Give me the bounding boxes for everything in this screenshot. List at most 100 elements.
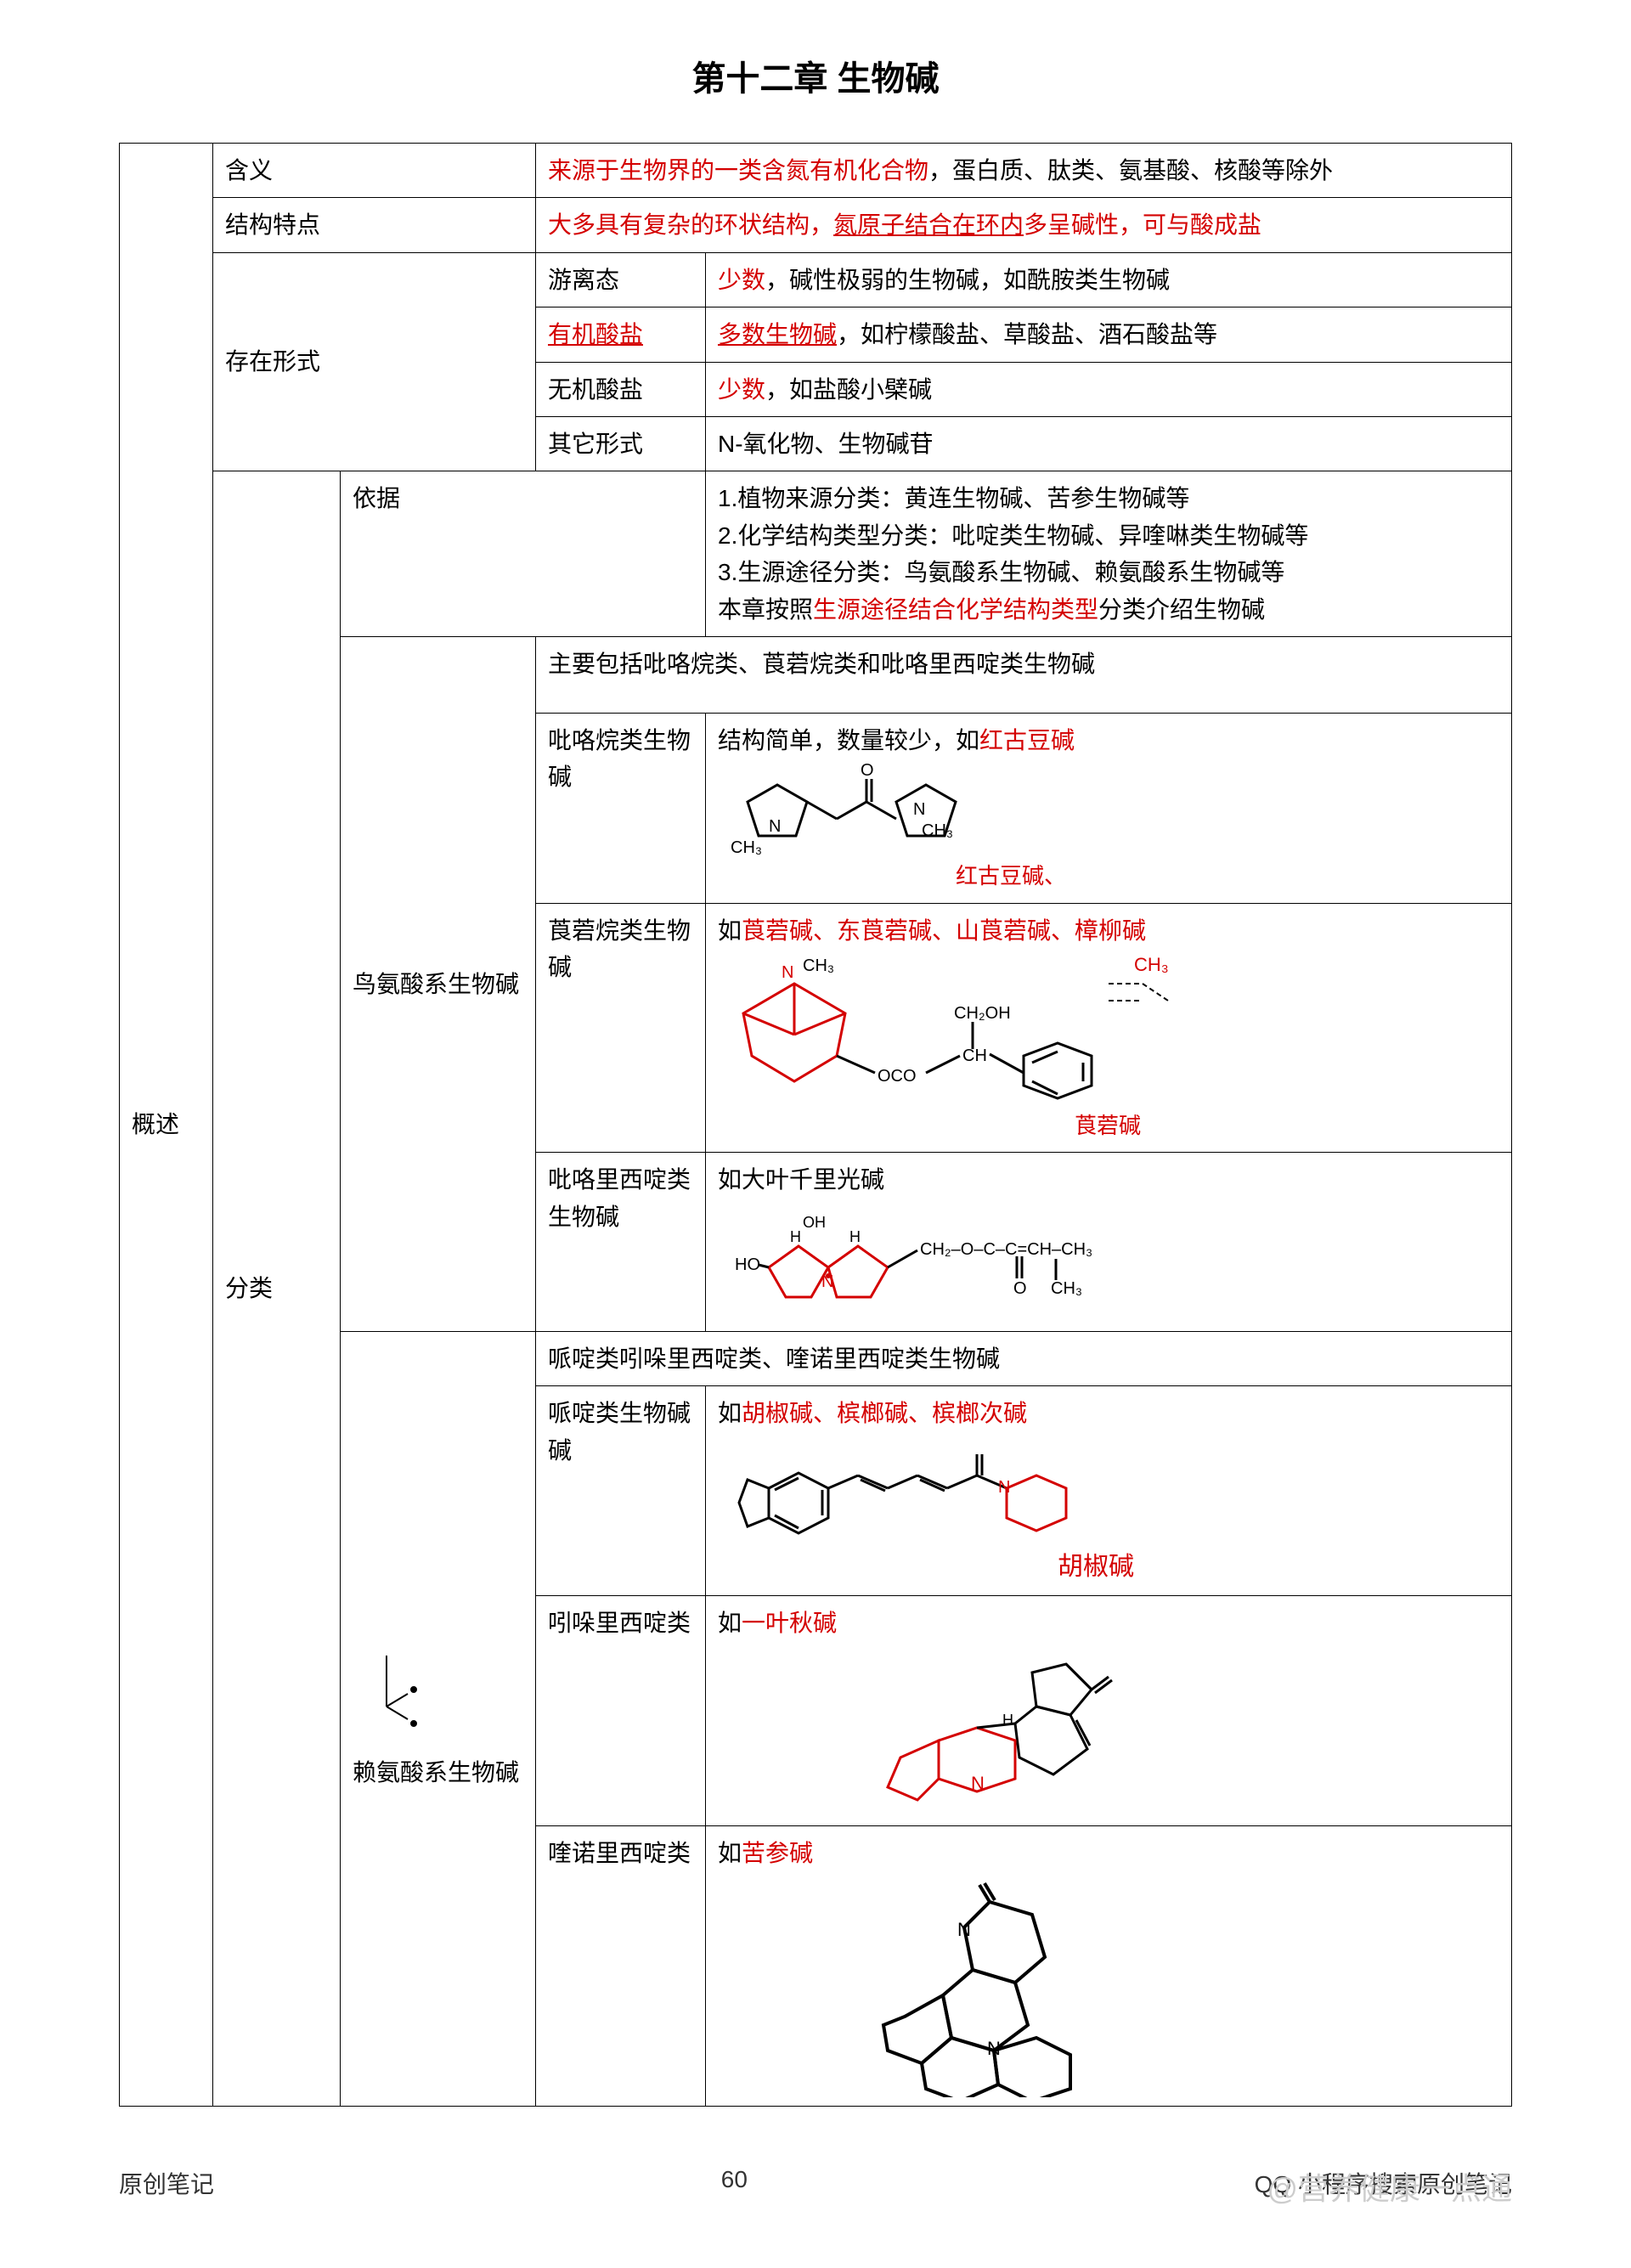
cell-overview-head: 概述 bbox=[120, 144, 213, 2107]
text-red-underline: 多数生物碱 bbox=[718, 321, 837, 347]
text-red: 多呈碱性，可与酸成盐 bbox=[1024, 212, 1261, 238]
cell-meaning-body: 来源于生物界的一类含氮有机化合物，蛋白质、肽类、氨基酸、核酸等除外 bbox=[536, 144, 1512, 198]
content-table: 概述 含义 来源于生物界的一类含氮有机化合物，蛋白质、肽类、氨基酸、核酸等除外 … bbox=[119, 143, 1512, 2107]
svg-text:N: N bbox=[971, 1773, 985, 1794]
svg-text:N: N bbox=[913, 800, 925, 819]
svg-text:H: H bbox=[849, 1228, 861, 1245]
cell-lys-a-body: 如胡椒碱、槟榔碱、槟榔次碱 O O bbox=[706, 1386, 1512, 1596]
cell-exist3b: 少数，如盐酸小檗碱 bbox=[706, 362, 1512, 416]
svg-text:O: O bbox=[1092, 1654, 1105, 1673]
text-red: 大多具有复杂的环状结构， bbox=[548, 212, 833, 238]
footer-right: QQ 小程序搜索原创笔记 bbox=[1255, 2166, 1512, 2200]
svg-text:H: H bbox=[1002, 1712, 1013, 1729]
text: ，如盐酸小檗碱 bbox=[765, 376, 932, 403]
text-red: 苦参碱 bbox=[742, 1840, 813, 1866]
text: ，蛋白质、肽类、氨基酸、核酸等除外 bbox=[928, 157, 1333, 183]
svg-text:OCO: OCO bbox=[878, 1067, 917, 1086]
row-structure: 结构特点 大多具有复杂的环状结构，氮原子结合在环内多呈碱性，可与酸成盐 bbox=[120, 198, 1512, 252]
text-red: 红古豆碱 bbox=[979, 727, 1075, 753]
svg-text:CH₃: CH₃ bbox=[1051, 1279, 1082, 1298]
text-red-underline: 氮原子结合在环内 bbox=[833, 212, 1024, 238]
cell-orn-intro: 主要包括吡咯烷类、莨菪烷类和吡咯里西啶类生物碱 bbox=[536, 636, 1512, 713]
text: 本章按照 bbox=[718, 596, 813, 623]
text-red: 来源于生物界的一类含氮有机化合物 bbox=[548, 157, 928, 183]
svg-text:N: N bbox=[782, 963, 793, 982]
cell-struct-body: 大多具有复杂的环状结构，氮原子结合在环内多呈碱性，可与酸成盐 bbox=[536, 198, 1512, 252]
structure-hujiaojian-icon: O O O bbox=[718, 1437, 1143, 1548]
text: 赖氨酸系生物碱 bbox=[353, 1759, 519, 1786]
page-footer: 原创笔记 60 QQ 小程序搜索原创笔记 bbox=[119, 2166, 1512, 2200]
cell-orn-c-body: 如大叶千里光碱 N HO H H OH bbox=[706, 1153, 1512, 1331]
cell-classify-head: 分类 bbox=[213, 471, 341, 2107]
structure-label: 莨菪碱 bbox=[1075, 1113, 1141, 1138]
svg-text:N: N bbox=[998, 1478, 1010, 1497]
cell-orn-a-head: 吡咯烷类生物碱 bbox=[536, 713, 706, 903]
structure-label: 胡椒碱 bbox=[1058, 1553, 1134, 1581]
text-red-underline: 有机酸盐 bbox=[548, 321, 643, 347]
cell-exist1b: 少数，碱性极弱的生物碱，如酰胺类生物碱 bbox=[706, 252, 1512, 307]
text: 如大叶千里光碱 bbox=[718, 1166, 884, 1193]
cell-orn-b-head: 莨菪烷类生物碱 bbox=[536, 903, 706, 1153]
svg-text:H: H bbox=[790, 1228, 801, 1245]
cell-orn-a-body: 结构简单，数量较少，如红古豆碱 bbox=[706, 713, 1512, 903]
text: 如 bbox=[718, 1400, 742, 1426]
cell-exist3a: 无机酸盐 bbox=[536, 362, 706, 416]
annotation-sketch-icon bbox=[353, 1647, 437, 1749]
text-red: 一叶秋碱 bbox=[742, 1610, 837, 1636]
footer-page-number: 60 bbox=[721, 2166, 748, 2200]
text-red: 生源途径结合化学结构类型 bbox=[813, 596, 1098, 623]
row-basis: 分类 依据 1.植物来源分类：黄连生物碱、苦参生物碱等 2.化学结构类型分类：吡… bbox=[120, 471, 1512, 637]
cell-lys-intro: 哌啶类吲哚里西啶类、喹诺里西啶类生物碱 bbox=[536, 1331, 1512, 1385]
text: 分类介绍生物碱 bbox=[1098, 596, 1265, 623]
cell-exist-head: 存在形式 bbox=[213, 252, 536, 471]
svg-text:N: N bbox=[987, 2038, 1001, 2059]
cell-lys-head: 赖氨酸系生物碱 bbox=[341, 1331, 536, 2106]
cell-basis-head: 依据 bbox=[341, 471, 706, 637]
svg-text:CH₃: CH₃ bbox=[731, 838, 762, 857]
cell-exist2a: 有机酸盐 bbox=[536, 307, 706, 362]
svg-text:CH₂OH: CH₂OH bbox=[954, 1004, 1011, 1023]
svg-text:CH₃: CH₃ bbox=[1134, 954, 1169, 975]
structure-kushenjian-icon: O N N bbox=[837, 1876, 1143, 2097]
structure-yiyeqiujian-icon: O O N H bbox=[837, 1647, 1160, 1817]
cell-lys-a-head: 哌啶类生物碱碱 bbox=[536, 1386, 706, 1596]
text-line: 1.植物来源分类：黄连生物碱、苦参生物碱等 bbox=[718, 480, 1499, 516]
text-red: 莨菪碱、东莨菪碱、山莨菪碱、樟柳碱 bbox=[742, 917, 1146, 944]
cell-exist2b: 多数生物碱，如柠檬酸盐、草酸盐、酒石酸盐等 bbox=[706, 307, 1512, 362]
cell-exist4a: 其它形式 bbox=[536, 416, 706, 471]
chapter-title: 第十二章 生物碱 bbox=[0, 51, 1631, 100]
cell-lys-b-head: 吲哚里西啶类 bbox=[536, 1596, 706, 1825]
cell-basis-body: 1.植物来源分类：黄连生物碱、苦参生物碱等 2.化学结构类型分类：吡啶类生物碱、… bbox=[706, 471, 1512, 637]
text: ，碱性极弱的生物碱，如酰胺类生物碱 bbox=[765, 267, 1170, 293]
svg-text:CH₃: CH₃ bbox=[922, 821, 953, 840]
svg-text:O: O bbox=[973, 1437, 985, 1454]
text-red: 少数 bbox=[718, 376, 765, 403]
text: 如 bbox=[718, 1610, 742, 1636]
structure-langdangjian-icon: N CH₃ OCO CH CH₂OH bbox=[718, 954, 1194, 1107]
svg-text:N: N bbox=[821, 1272, 833, 1291]
svg-text:N: N bbox=[769, 817, 781, 836]
row-exist-1: 存在形式 游离态 少数，碱性极弱的生物碱，如酰胺类生物碱 bbox=[120, 252, 1512, 307]
cell-struct-head: 结构特点 bbox=[213, 198, 536, 252]
svg-text:O: O bbox=[1022, 1680, 1034, 1697]
cell-lys-c-head: 喹诺里西啶类 bbox=[536, 1825, 706, 2106]
row-meaning: 概述 含义 来源于生物界的一类含氮有机化合物，蛋白质、肽类、氨基酸、核酸等除外 bbox=[120, 144, 1512, 198]
text-line: 3.生源途径分类：鸟氨酸系生物碱、赖氨酸系生物碱等 bbox=[718, 554, 1499, 590]
text: 结构简单，数量较少，如 bbox=[718, 727, 979, 753]
structure-qianliguangjian-icon: N HO H H OH CH₂–O–C–C=CH–CH₃ O CH₃ bbox=[718, 1204, 1194, 1323]
text-red: 少数 bbox=[718, 267, 765, 293]
svg-text:CH: CH bbox=[962, 1047, 987, 1065]
svg-text:O: O bbox=[966, 1876, 980, 1891]
structure-hongudoujian-icon: CH₃ CH₃ O N N bbox=[718, 764, 1075, 857]
svg-text:O: O bbox=[731, 1475, 742, 1492]
svg-text:CH₃: CH₃ bbox=[803, 956, 834, 975]
structure-label: 红古豆碱、 bbox=[956, 863, 1066, 889]
svg-text:O: O bbox=[1013, 1279, 1027, 1298]
text-red: 胡椒碱、槟榔碱、槟榔次碱 bbox=[742, 1400, 1027, 1426]
text: 如 bbox=[718, 1840, 742, 1866]
svg-text:N: N bbox=[957, 1919, 971, 1940]
text-line: 2.化学结构类型分类：吡啶类生物碱、异喹啉类生物碱等 bbox=[718, 517, 1499, 554]
footer-left: 原创笔记 bbox=[119, 2166, 214, 2200]
cell-orn-head: 鸟氨酸系生物碱 bbox=[341, 636, 536, 1331]
cell-orn-b-body: 如莨菪碱、东莨菪碱、山莨菪碱、樟柳碱 N CH₃ OCO bbox=[706, 903, 1512, 1153]
